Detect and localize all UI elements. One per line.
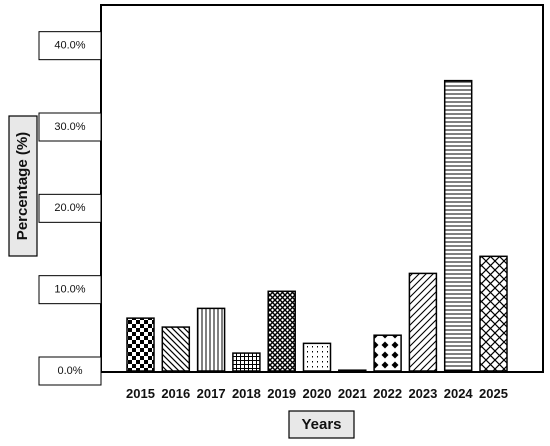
bar-2025 xyxy=(479,255,508,372)
bar-2017 xyxy=(196,307,226,372)
x-tick-label: 2015 xyxy=(126,386,155,401)
y-tick-box xyxy=(38,112,102,142)
y-tick-group: 0.0% 10.0% 20.0% 30.0% 40.0% xyxy=(38,31,102,386)
x-tick-label: 2019 xyxy=(267,386,296,401)
plot-area xyxy=(100,4,544,373)
bar-2022 xyxy=(373,334,402,372)
y-tick-label: 10.0% xyxy=(54,284,85,296)
y-tick-label: 40.0% xyxy=(54,40,85,52)
y-axis-title-box xyxy=(8,115,38,257)
x-category-group: 2015 2016 2017 2018 2019 2020 2021 2022 2023 2024… xyxy=(126,386,508,401)
y-tick-box xyxy=(38,193,102,223)
y-tick-label: 20.0% xyxy=(54,202,85,214)
bars-group xyxy=(126,79,508,372)
x-tick-label: 2022 xyxy=(373,386,402,401)
x-tick-label: 2016 xyxy=(161,386,190,401)
x-tick-label: 2017 xyxy=(197,386,226,401)
bar-2015 xyxy=(126,317,155,372)
bar-2016 xyxy=(161,326,191,372)
x-tick-label: 2023 xyxy=(408,386,437,401)
x-tick-label: 2020 xyxy=(303,386,332,401)
x-axis-title: Years xyxy=(301,416,341,433)
bar-2024 xyxy=(443,79,473,372)
bar-2019 xyxy=(267,290,296,372)
y-tick-box xyxy=(38,31,102,61)
x-tick-label: 2024 xyxy=(444,386,474,401)
bar-2021 xyxy=(338,369,367,372)
x-tick-label: 2021 xyxy=(338,386,367,401)
y-axis-title: Percentage (%) xyxy=(14,132,31,240)
bar-2023 xyxy=(408,272,438,372)
y-tick-box xyxy=(38,275,102,305)
x-tick-label: 2025 xyxy=(479,386,508,401)
y-tick-label: 0.0% xyxy=(57,365,82,377)
bar-2020 xyxy=(302,342,332,372)
y-tick-box xyxy=(38,356,102,386)
x-tick-label: 2018 xyxy=(232,386,261,401)
y-tick-label: 30.0% xyxy=(54,121,85,133)
x-axis-title-box xyxy=(288,410,355,439)
bar-2018 xyxy=(232,352,261,372)
